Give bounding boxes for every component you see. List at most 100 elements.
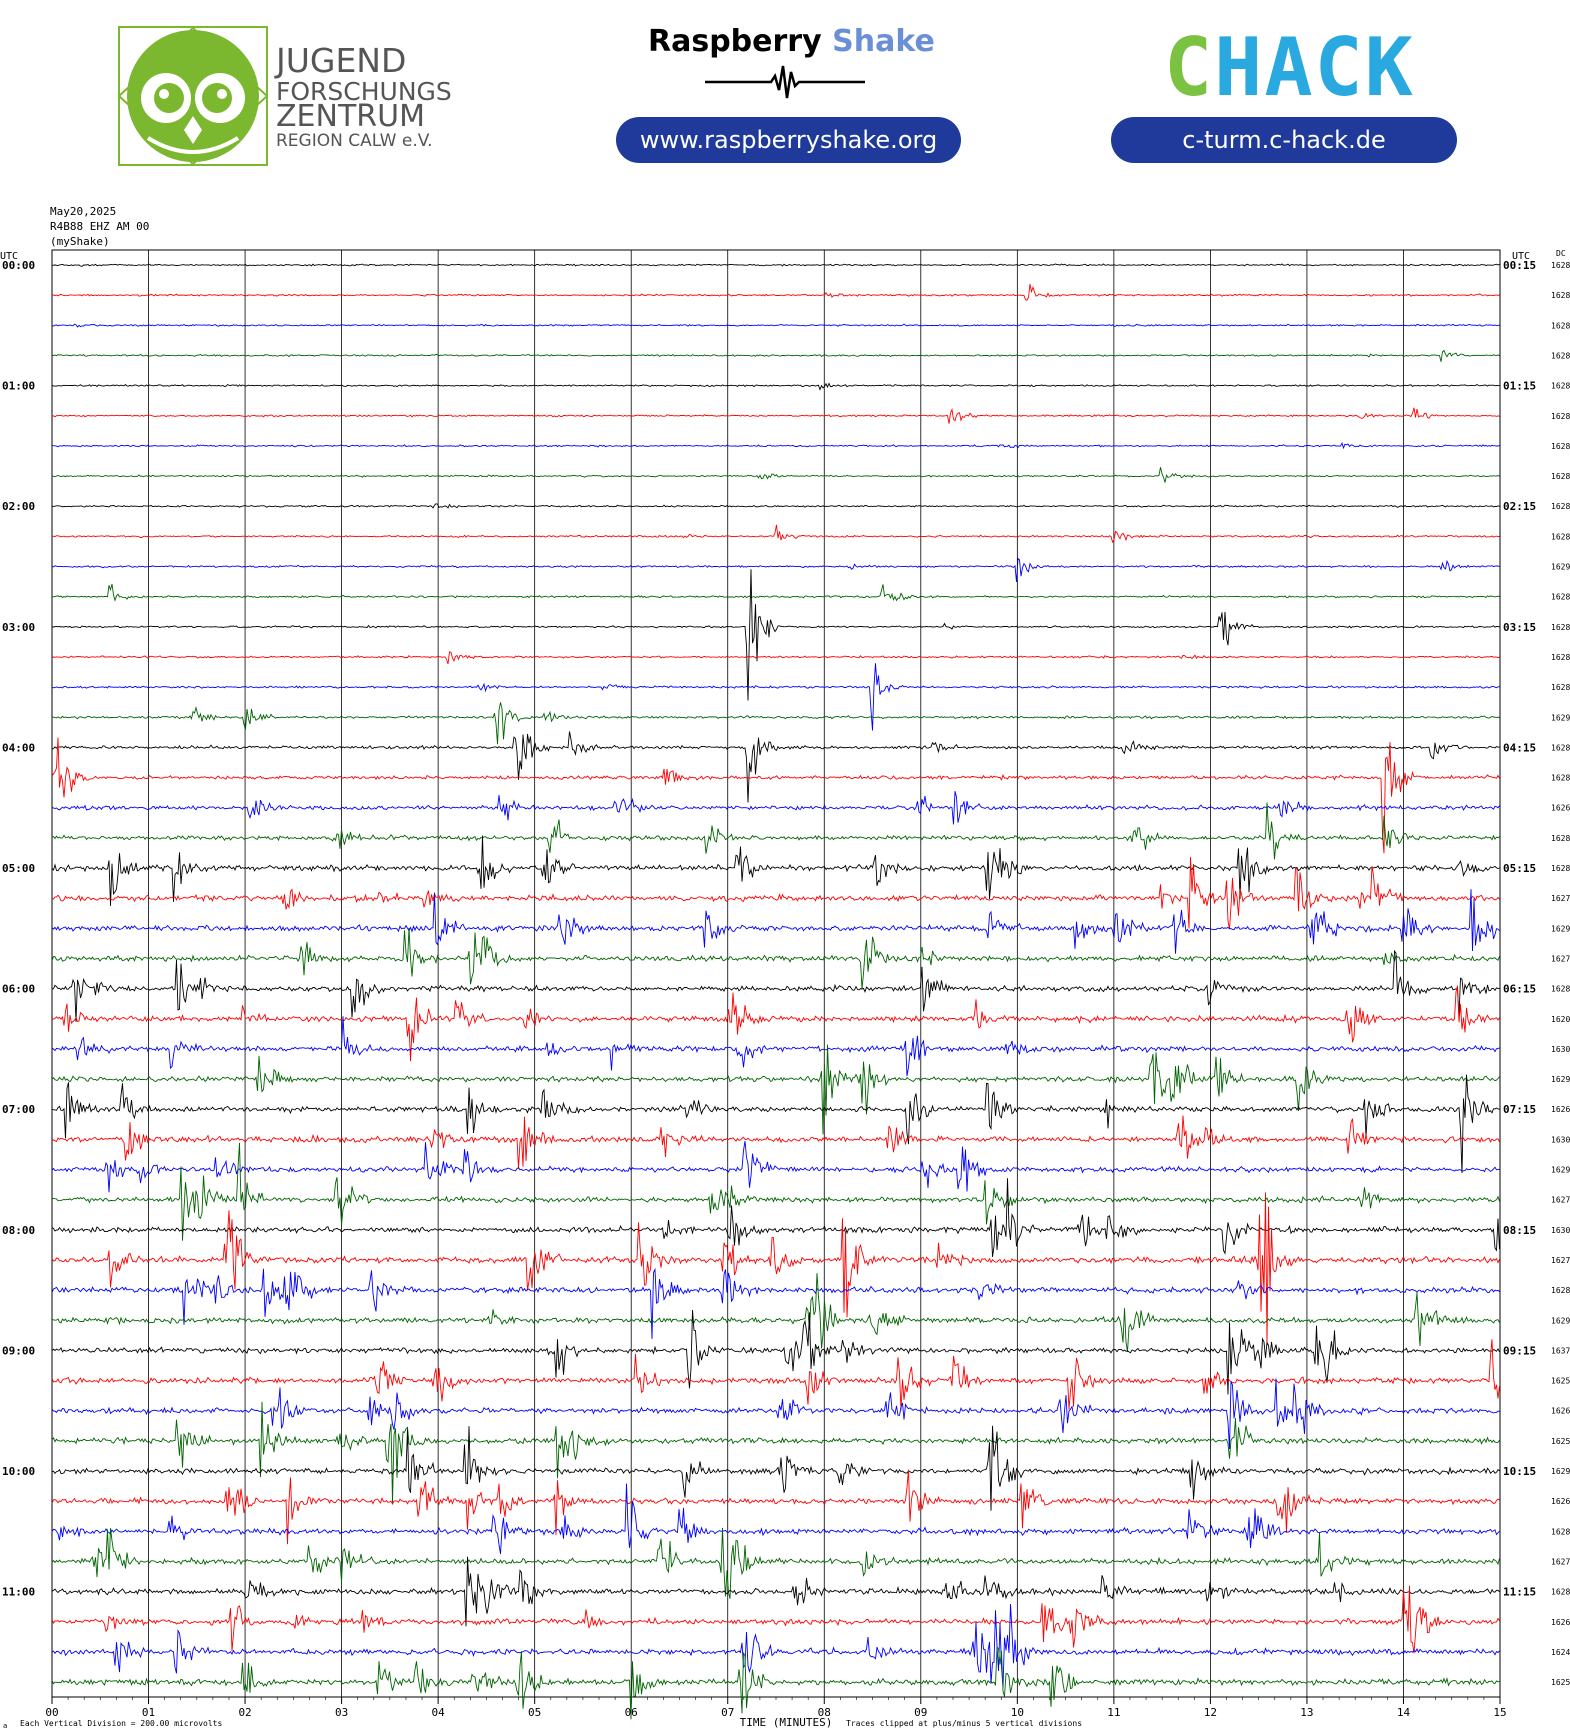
trace-line xyxy=(51,1527,1500,1599)
trace-line xyxy=(51,889,1500,954)
dc-offset-label: 16283 xyxy=(1551,774,1570,783)
dc-offset-label: 16282 xyxy=(1551,291,1570,300)
x-tick-label: 13 xyxy=(1300,1706,1313,1719)
dc-offset-label: 16280 xyxy=(1551,1286,1570,1295)
scale-note: Each Vertical Division = 200.00 microvol… xyxy=(20,1719,222,1728)
meta-source: (myShake) xyxy=(50,235,110,248)
left-time-label: 08:00 xyxy=(2,1224,35,1237)
right-time-label: 09:15 xyxy=(1503,1344,1536,1357)
trace-line xyxy=(51,1339,1500,1411)
chack-letter-4: K xyxy=(1364,21,1415,114)
jfz-line-2: FORSCHUNGS xyxy=(276,77,452,106)
x-tick-label: 09 xyxy=(914,1706,927,1719)
dc-offset-label: 16293 xyxy=(1551,1166,1570,1175)
trace-line xyxy=(51,1140,1500,1193)
dc-offset-label: 16282 xyxy=(1551,1527,1570,1536)
trace-line xyxy=(51,663,1500,731)
trace-line xyxy=(51,467,1500,483)
meta-station: R4B88 EHZ AM 00 xyxy=(50,220,150,233)
trace-line xyxy=(51,263,1500,267)
x-tick-label: 08 xyxy=(818,1706,831,1719)
trace-line xyxy=(51,835,1500,906)
dc-offset-label: 16290 xyxy=(1551,713,1570,722)
trace-line xyxy=(51,1016,1500,1077)
chack-logo: CHACK xyxy=(1164,28,1415,108)
right-time-label: 05:15 xyxy=(1503,862,1536,875)
x-tick-label: 03 xyxy=(335,1706,348,1719)
dc-offset-label: 16284 xyxy=(1551,321,1570,330)
dc-offset-label: 16300 xyxy=(1551,1226,1570,1235)
dc-offset-label: 16283 xyxy=(1551,623,1570,632)
right-time-label: 06:15 xyxy=(1503,983,1536,996)
dc-offset-label: 16276 xyxy=(1551,894,1570,903)
jfz-line-3: ZENTRUM xyxy=(276,99,425,134)
jfz-line-4: REGION CALW e.V. xyxy=(276,131,433,151)
dc-offset-label: 16286 xyxy=(1551,834,1570,843)
right-time-label: 07:15 xyxy=(1503,1103,1536,1116)
trace-line xyxy=(51,1469,1500,1545)
chack-url-link[interactable]: c-turm.c-hack.de xyxy=(1111,117,1457,163)
trace-line xyxy=(51,569,1500,701)
left-time-label: 09:00 xyxy=(2,1344,35,1357)
trace-line xyxy=(51,1267,1500,1339)
trace-line xyxy=(51,1483,1500,1554)
trace-line xyxy=(51,557,1500,583)
left-time-label: 01:00 xyxy=(2,380,35,393)
chart-grid xyxy=(51,249,1501,1704)
dc-offset-label: 16280 xyxy=(1551,864,1570,873)
left-time-label: 04:00 xyxy=(2,741,35,754)
dc-offset-label: 16300 xyxy=(1551,1045,1570,1054)
dc-offset-label: 16267 xyxy=(1551,1497,1570,1506)
left-time-label: 06:00 xyxy=(2,983,35,996)
trace-line xyxy=(51,1044,1500,1135)
jfz-line-1: JUGEND xyxy=(276,41,407,80)
trace-line xyxy=(51,927,1500,989)
trace-line xyxy=(51,1192,1500,1346)
dc-offset-label: 16272 xyxy=(1551,1256,1570,1265)
x-tick-label: 07 xyxy=(721,1706,734,1719)
trace-line xyxy=(51,737,1500,854)
trace-line xyxy=(51,802,1500,860)
owl-logo-icon xyxy=(118,26,268,166)
chack-letter-2: A xyxy=(1264,21,1315,114)
trace-line xyxy=(51,857,1500,930)
dc-offset-label: 16255 xyxy=(1551,1377,1570,1386)
x-tick-label: 12 xyxy=(1204,1706,1217,1719)
chack-letter-3: C xyxy=(1314,21,1365,114)
raspberry-shake-logo: Raspberry Shake xyxy=(648,24,935,59)
dc-offset-label: 16285 xyxy=(1551,382,1570,391)
dc-offset-label: 16280 xyxy=(1551,261,1570,270)
x-axis-title: TIME (MINUTES) xyxy=(740,1716,833,1729)
trace-line xyxy=(51,791,1500,825)
dc-offset-label: 16278 xyxy=(1551,1557,1570,1566)
raspberryshake-url-link[interactable]: www.raspberryshake.org xyxy=(616,117,961,163)
x-tick-label: 05 xyxy=(528,1706,541,1719)
x-tick-label: 02 xyxy=(238,1706,251,1719)
right-time-label: 00:15 xyxy=(1503,259,1536,272)
trace-line xyxy=(51,985,1500,1062)
corner-mark: a xyxy=(3,1722,7,1730)
trace-line xyxy=(51,1556,1500,1627)
left-time-label: 10:00 xyxy=(2,1465,35,1478)
trace-line xyxy=(51,284,1500,301)
trace-line xyxy=(51,407,1500,424)
left-time-label: 07:00 xyxy=(2,1103,35,1116)
trace-line xyxy=(51,524,1500,544)
chart-traces xyxy=(51,263,1500,1720)
trace-line xyxy=(51,1273,1500,1353)
dc-offset-label: 16265 xyxy=(1551,804,1570,813)
trace-line xyxy=(51,349,1500,362)
dc-offset-label: 16274 xyxy=(1551,954,1570,963)
dc-offset-label: 16285 xyxy=(1551,412,1570,421)
dc-offset-label: 16285 xyxy=(1551,442,1570,451)
seismic-wave-icon xyxy=(705,65,865,99)
chack-letter-1: H xyxy=(1214,21,1265,114)
right-time-label: 08:15 xyxy=(1503,1224,1536,1237)
dc-offset-label: 16293 xyxy=(1551,1467,1570,1476)
dc-offset-label: 16264 xyxy=(1551,1407,1570,1416)
trace-line xyxy=(51,1603,1500,1688)
dc-offset-label: 16282 xyxy=(1551,351,1570,360)
trace-line xyxy=(51,583,1500,602)
